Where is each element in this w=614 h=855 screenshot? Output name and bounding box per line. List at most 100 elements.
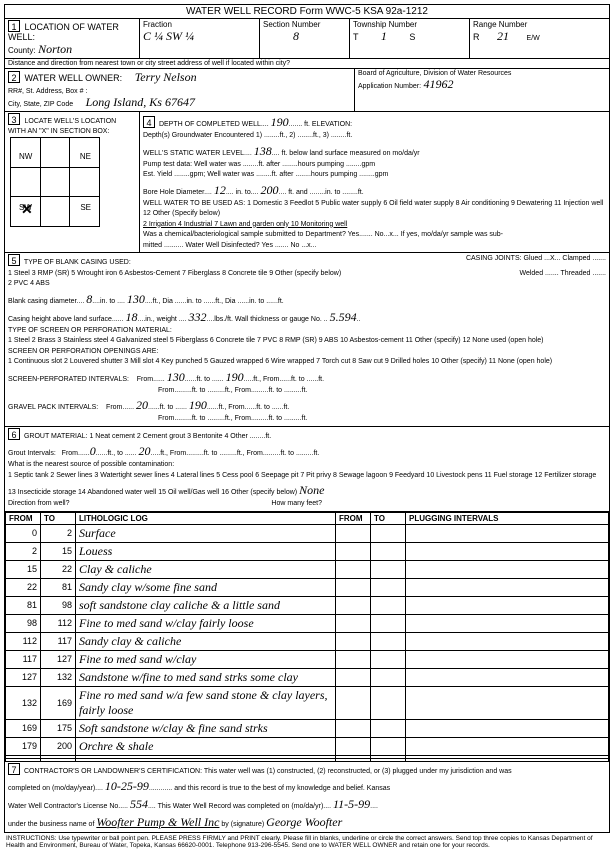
log-header: TO: [41, 512, 76, 524]
bore1: 12: [214, 183, 226, 197]
log-cell: 132: [6, 686, 41, 719]
section-number-2: 2: [8, 71, 20, 83]
diam-label: Blank casing diameter: [8, 298, 76, 305]
log-cell: [406, 524, 609, 542]
log-row: 98112Fine to med sand w/clay fairly loos…: [6, 614, 609, 632]
log-cell: 127: [41, 650, 76, 668]
completed: 10-25-99: [105, 779, 149, 793]
log-cell: [371, 560, 406, 578]
use-row2: 2 Irrigation 4 Industrial 7 Lawn and gar…: [143, 221, 347, 228]
log-cell: 98: [41, 596, 76, 614]
none: None: [299, 483, 324, 497]
screen-title: TYPE OF SCREEN OR PERFORATION MATERIAL:: [8, 327, 172, 334]
log-cell: Sandy clay & caliche: [76, 632, 336, 650]
rec-label: This Water Well Record was completed on …: [158, 803, 324, 810]
log-cell: Sandy clay w/some fine sand: [76, 578, 336, 596]
log-cell: [371, 524, 406, 542]
section-box: NW NE SW SE ✕: [10, 137, 100, 227]
log-row: 02Surface: [6, 524, 609, 542]
static-value: 138: [254, 144, 272, 158]
log-cell: [336, 686, 371, 719]
section-number-4: 4: [143, 116, 155, 128]
log-cell: soft sandstone clay caliche & a little s…: [76, 596, 336, 614]
section-number-7: 7: [8, 763, 20, 775]
log-cell: [336, 542, 371, 560]
diam-to: 130: [127, 292, 145, 306]
log-cell: 2: [6, 542, 41, 560]
range-value: 21: [497, 29, 509, 43]
log-cell: [371, 578, 406, 596]
log-cell: [336, 614, 371, 632]
township-label: Township Number: [353, 20, 466, 29]
log-row: 179200Orchre & shale: [6, 737, 609, 755]
log-row: 169175Soft sandstone w/clay & fine sand …: [6, 719, 609, 737]
log-cell: [336, 560, 371, 578]
addr-label: RR#, St. Address, Box # :: [8, 88, 87, 95]
log-cell: 81: [6, 596, 41, 614]
log-row: 127132Sandstone w/fine to med sand strks…: [6, 668, 609, 686]
range-ew: E/W: [527, 35, 540, 42]
section-7: 7 CONTRACTOR'S OR LANDOWNER'S CERTIFICAT…: [5, 762, 609, 833]
nw-label: NW: [19, 152, 32, 161]
log-cell: [406, 632, 609, 650]
log-row: 112117Sandy clay & caliche: [6, 632, 609, 650]
log-cell: 200: [41, 737, 76, 755]
owner-name: Terry Nelson: [135, 70, 197, 84]
log-cell: 179: [6, 737, 41, 755]
se-label: SE: [80, 203, 91, 212]
section-number-3: 3: [8, 113, 20, 125]
section-5: 5 TYPE OF BLANK CASING USED: CASING JOIN…: [5, 253, 609, 427]
log-cell: 0: [6, 524, 41, 542]
section-6: 6 GROUT MATERIAL: 1 Neat cement 2 Cement…: [5, 427, 609, 512]
app-label: Application Number:: [358, 83, 421, 90]
log-row: 1522Clay & caliche: [6, 560, 609, 578]
contam: What is the nearest source of possible c…: [8, 461, 174, 468]
log-row: 2281Sandy clay w/some fine sand: [6, 578, 609, 596]
casing-title: TYPE OF BLANK CASING USED:: [24, 259, 131, 266]
depth-unit: ft. ELEVATION:: [304, 121, 352, 128]
height-label: Casing height above land surface: [8, 316, 112, 323]
log-cell: 127: [6, 668, 41, 686]
log-cell: Orchre & shale: [76, 737, 336, 755]
locate-title: LOCATE WELL'S LOCATION WITH AN "X" IN SE…: [8, 118, 116, 135]
bus-label: under the business name of: [8, 821, 94, 828]
height: 18: [126, 310, 138, 324]
gravel-to: 190: [189, 398, 207, 412]
log-cell: 112: [41, 614, 76, 632]
direction: Direction from well?: [8, 500, 69, 507]
log-cell: Fine to med sand w/clay fairly loose: [76, 614, 336, 632]
howmany: How many feet?: [271, 500, 322, 507]
cert2: and this record is true to the best of m…: [174, 785, 390, 792]
log-cell: [406, 596, 609, 614]
log-cell: [371, 596, 406, 614]
log-cell: 15: [41, 542, 76, 560]
distance-text: Distance and direction from nearest town…: [5, 59, 609, 68]
sig-label: by (signature): [221, 821, 264, 828]
depth-title: DEPTH OF COMPLETED WELL: [159, 121, 261, 128]
static-label: WELL'S STATIC WATER LEVEL: [143, 150, 244, 157]
perf-from: 130: [167, 370, 185, 384]
city-value: Long Island, Ks 67647: [86, 95, 195, 109]
log-header: FROM: [6, 512, 41, 524]
log-cell: Fine ro med sand w/a few sand stone & cl…: [76, 686, 336, 719]
grout-to: 20: [138, 444, 150, 458]
log-cell: [371, 632, 406, 650]
log-cell: 22: [41, 560, 76, 578]
township-s: S: [409, 32, 415, 42]
log-header: LITHOLOGIC LOG: [76, 512, 336, 524]
disinfect-text: mitted .......... Water Well Disinfected…: [143, 242, 317, 249]
range-label: Range Number: [473, 20, 606, 29]
log-cell: Clay & caliche: [76, 560, 336, 578]
log-cell: [406, 542, 609, 560]
log-row: 117127Fine to med sand w/clay: [6, 650, 609, 668]
bus: Woofter Pump & Well Inc: [96, 815, 219, 829]
log-cell: 169: [6, 719, 41, 737]
county-label: County:: [8, 46, 36, 55]
log-header: PLUGGING INTERVALS: [406, 512, 609, 524]
log-cell: [406, 578, 609, 596]
log-cell: [406, 650, 609, 668]
joints: CASING JOINTS: Glued ...X... Clamped ...…: [466, 254, 606, 265]
owner-title: WATER WELL OWNER:: [25, 73, 123, 83]
log-cell: [406, 614, 609, 632]
log-cell: 169: [41, 686, 76, 719]
